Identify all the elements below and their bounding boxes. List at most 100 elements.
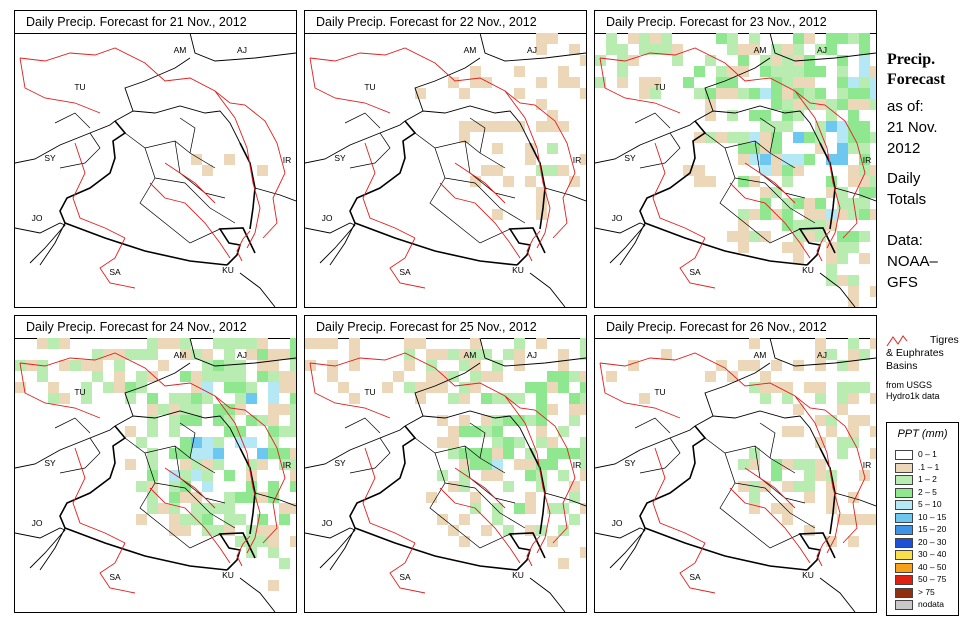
country-border [544, 187, 586, 202]
precip-cell [514, 437, 525, 448]
precip-cell [815, 143, 826, 154]
precip-cell [569, 415, 580, 426]
precip-cell [639, 393, 650, 404]
precip-cell [448, 349, 459, 360]
precip-cell [224, 154, 235, 165]
country-label: TU [654, 387, 665, 397]
precip-cell [481, 470, 492, 481]
precip-cell [404, 382, 415, 393]
province-border [174, 140, 226, 199]
basin-boundary [599, 47, 841, 249]
precip-cell [837, 154, 848, 165]
province-border [154, 177, 236, 224]
precip-cell [738, 66, 749, 77]
precip-cell [514, 459, 525, 470]
precip-cell [815, 349, 826, 360]
precip-cell [716, 88, 727, 99]
precip-cell [536, 187, 547, 198]
panel-title: Daily Precip. Forecast for 22 Nov., 2012 [305, 11, 586, 34]
country-label: JO [32, 213, 43, 223]
precip-cell [459, 121, 470, 132]
precip-cell [492, 209, 503, 220]
precip-cell [180, 525, 191, 536]
precip-cell [558, 448, 569, 459]
precip-cell [826, 481, 837, 492]
precip-cell [470, 459, 481, 470]
precip-cell [558, 66, 569, 77]
precip-cell [393, 371, 404, 382]
precip-cell [202, 503, 213, 514]
precip-cell [760, 143, 771, 154]
precip-cell [569, 371, 580, 382]
precip-cell [749, 360, 760, 371]
precip-cell [81, 360, 92, 371]
precip-cell [136, 437, 147, 448]
precip-cell [202, 470, 213, 481]
precip-cell [224, 371, 235, 382]
basin-boundary [744, 162, 796, 204]
legend-label: 50 – 75 [918, 574, 947, 584]
precip-cell [547, 437, 558, 448]
precip-cell [213, 503, 224, 514]
country-label: SA [689, 267, 701, 277]
precip-cell [738, 143, 749, 154]
precip-cell [257, 514, 268, 525]
precip-cell [290, 503, 296, 514]
basins-line: Tigres [930, 334, 959, 346]
province-border [464, 140, 516, 199]
precip-cell [639, 44, 650, 55]
precip-cell [213, 437, 224, 448]
country-border [404, 410, 531, 449]
precip-cell [749, 448, 760, 459]
precip-cell [235, 514, 246, 525]
precip-cell [870, 77, 876, 88]
precip-cell [481, 426, 492, 437]
precip-cell [639, 33, 650, 44]
precip-cell [815, 382, 826, 393]
precip-cell [459, 426, 470, 437]
country-border [595, 120, 696, 164]
precip-cell [481, 525, 492, 536]
precip-cell [470, 349, 481, 360]
precip-cell [837, 404, 848, 415]
precip-cell [191, 437, 202, 448]
precip-cell [459, 132, 470, 143]
precip-cell [114, 349, 125, 360]
country-label: TU [654, 82, 665, 92]
precip-cell [514, 338, 525, 349]
country-label: SY [624, 458, 636, 468]
precip-cell [815, 132, 826, 143]
precip-cell [290, 371, 296, 382]
precip-cell [448, 426, 459, 437]
precip-map: AM AJ TU SY IR JO SA KU [15, 338, 296, 612]
precip-cell [837, 275, 848, 286]
precip-cell [569, 44, 580, 55]
precip-cell [848, 209, 859, 220]
precip-cell [103, 349, 114, 360]
precip-cell [147, 371, 158, 382]
precip-cell [235, 393, 246, 404]
country-border [15, 222, 66, 264]
precip-cell [525, 415, 536, 426]
province-border [454, 222, 511, 244]
precip-cell [525, 459, 536, 470]
precip-cell [202, 382, 213, 393]
precip-cell [650, 88, 661, 99]
precip-cell [848, 360, 859, 371]
precip-cell [859, 415, 870, 426]
precip-cell [547, 371, 558, 382]
precip-cell [235, 360, 246, 371]
country-border [479, 338, 586, 367]
country-border [305, 527, 356, 569]
precip-cell [826, 275, 837, 286]
precip-cell [837, 253, 848, 264]
precip-cell [459, 88, 470, 99]
country-border [64, 222, 228, 266]
precip-cell [580, 55, 586, 66]
precip-cell [448, 437, 459, 448]
precip-cell [727, 77, 738, 88]
precip-cell [481, 459, 492, 470]
precip-cell [279, 503, 290, 514]
precip-cell [859, 209, 870, 220]
precip-cell [782, 88, 793, 99]
